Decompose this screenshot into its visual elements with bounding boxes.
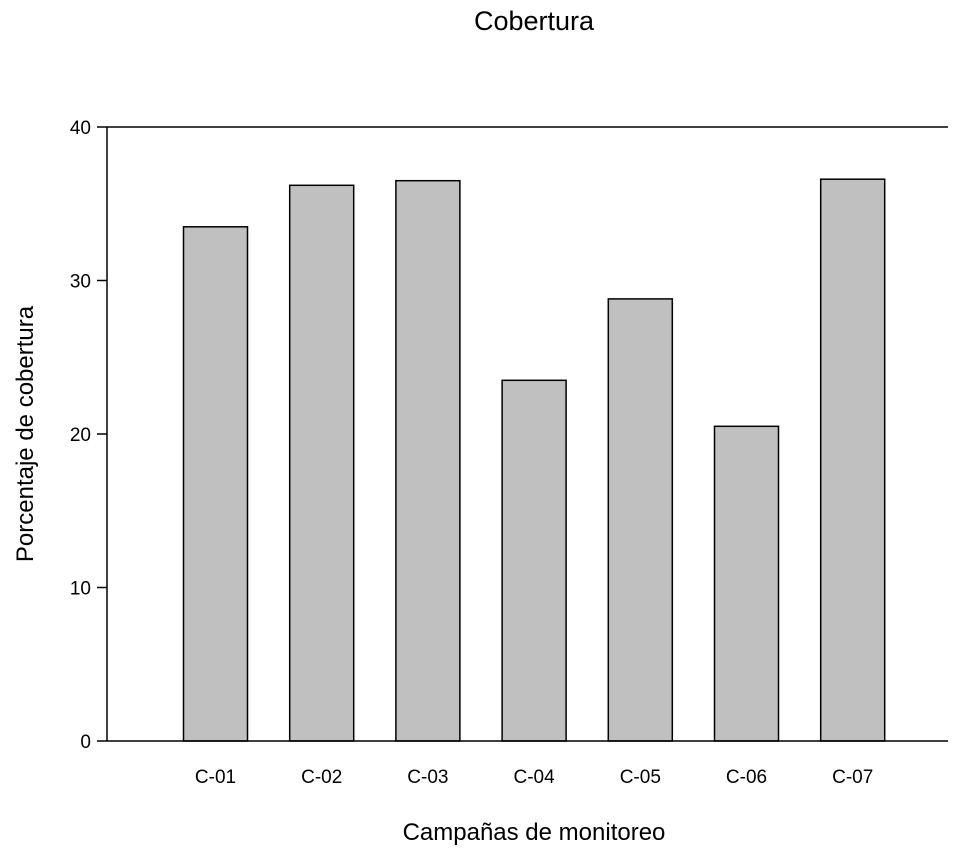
y-axis-label: Porcentaje de cobertura (12, 305, 39, 562)
bar-c-04 (501, 379, 567, 742)
bar-c-05 (607, 298, 674, 742)
x-tick-label: C-07 (832, 767, 873, 788)
x-tick-label: C-06 (726, 767, 767, 788)
chart-title: Cobertura (474, 6, 595, 36)
y-tick-label: 20 (70, 425, 91, 446)
y-tick-label: 10 (70, 579, 91, 600)
y-tick-label: 30 (70, 272, 91, 293)
y-tick-label: 0 (80, 732, 91, 753)
bar-c-07 (819, 178, 886, 742)
bar-c-01 (182, 226, 249, 742)
y-tick-label: 40 (70, 118, 91, 139)
x-tick-label: C-04 (514, 767, 556, 788)
x-axis-label: Campañas de monitoreo (403, 819, 666, 846)
x-tick-label: C-05 (620, 767, 661, 788)
x-tick-label: C-01 (195, 767, 236, 788)
bar-c-06 (713, 425, 780, 742)
bar-c-03 (395, 179, 461, 742)
bar-c-02 (288, 184, 355, 742)
x-tick-label: C-03 (407, 767, 448, 788)
x-tick-label: C-02 (301, 767, 342, 788)
plot-area: C-01 C-02 C-03 C-04 C-05 C-06 C-07 0 10 20 30 40 (70, 118, 948, 788)
